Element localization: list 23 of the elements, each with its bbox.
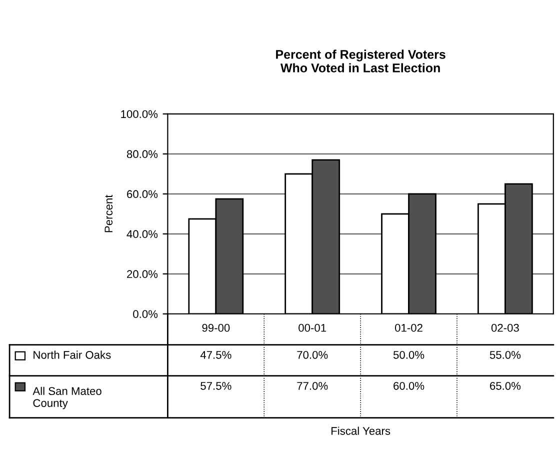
chart-title: Percent of Registered Voters Who Voted in Last Election (276, 50, 446, 72)
x-tick-label: 00-01 (298, 324, 326, 332)
legend-label: North Fair Oaks (34, 350, 111, 359)
y-tick-label: 40.0% (126, 230, 158, 238)
data-label: 77.0% (297, 382, 328, 390)
x-tick-label: 99-00 (202, 324, 230, 332)
data-label: 60.0% (394, 382, 424, 390)
data-label: 57.5% (200, 382, 232, 390)
data-label: 55.0% (490, 350, 521, 359)
y-axis-title: Percent (104, 194, 113, 232)
data-label: 65.0% (490, 382, 521, 390)
y-tick-label: 0.0% (133, 310, 158, 318)
y-tick-label: 80.0% (126, 150, 158, 158)
data-label: 70.0% (297, 350, 328, 359)
text: Fiscal Years (332, 426, 390, 435)
x-tick-label: 02-03 (491, 324, 519, 332)
legend-label: All San Mateo County (32, 386, 102, 410)
y-tick-label: 60.0% (127, 190, 158, 198)
x-tick-label: 01-02 (394, 324, 422, 332)
data-label: 47.5% (200, 351, 232, 359)
y-tick-label: 20.0% (127, 270, 158, 278)
data-label: 50.0% (393, 350, 424, 359)
y-tick-label: 100.0% (121, 110, 158, 118)
